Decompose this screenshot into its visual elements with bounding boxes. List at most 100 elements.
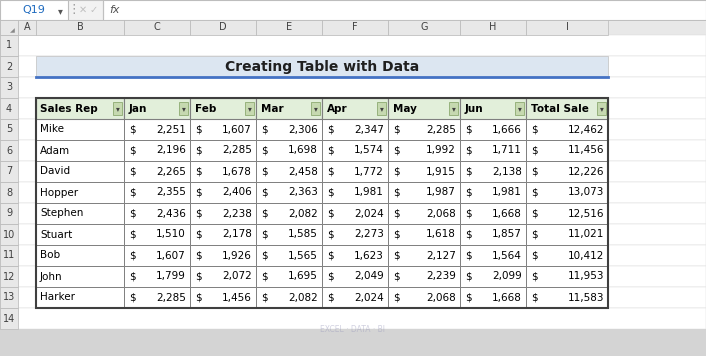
Text: $: $ — [327, 167, 334, 177]
Bar — [0, 266, 18, 287]
Bar — [460, 266, 526, 287]
Text: 2,024: 2,024 — [354, 293, 384, 303]
Bar — [0, 203, 18, 224]
Bar — [36, 98, 608, 308]
Text: John: John — [40, 272, 63, 282]
Bar — [18, 287, 706, 308]
Text: 1,981: 1,981 — [354, 188, 384, 198]
Bar — [124, 98, 190, 119]
Text: fx: fx — [109, 5, 120, 15]
Text: $: $ — [465, 146, 472, 156]
Bar — [460, 98, 526, 119]
Bar — [460, 287, 526, 308]
Text: 2,196: 2,196 — [156, 146, 186, 156]
Text: $: $ — [393, 188, 400, 198]
Text: 1,772: 1,772 — [354, 167, 384, 177]
Bar — [18, 98, 706, 119]
Text: 1,668: 1,668 — [492, 209, 522, 219]
Bar — [322, 287, 388, 308]
Text: H: H — [489, 22, 497, 32]
Text: 2,082: 2,082 — [288, 209, 318, 219]
Text: May: May — [393, 104, 417, 114]
Bar — [18, 266, 706, 287]
Bar — [322, 20, 388, 35]
Text: 1,981: 1,981 — [492, 188, 522, 198]
Bar — [256, 161, 322, 182]
Text: 1,857: 1,857 — [492, 230, 522, 240]
Text: $: $ — [327, 251, 334, 261]
Text: 13: 13 — [3, 293, 15, 303]
Text: $: $ — [261, 272, 268, 282]
Text: Total Sale: Total Sale — [531, 104, 589, 114]
Text: $: $ — [531, 167, 538, 177]
Text: 12: 12 — [3, 272, 16, 282]
Bar — [388, 287, 460, 308]
Bar — [526, 287, 608, 308]
Bar — [256, 203, 322, 224]
Bar — [190, 161, 256, 182]
Bar — [18, 245, 706, 266]
Text: $: $ — [531, 125, 538, 135]
Bar — [460, 140, 526, 161]
Bar — [0, 20, 706, 35]
Text: 1,987: 1,987 — [426, 188, 456, 198]
Text: 10,412: 10,412 — [568, 251, 604, 261]
Bar — [124, 287, 190, 308]
Bar — [36, 161, 124, 182]
Bar — [124, 266, 190, 287]
Text: $: $ — [129, 251, 136, 261]
Text: 2,436: 2,436 — [156, 209, 186, 219]
Bar — [18, 203, 706, 224]
Text: 2,239: 2,239 — [426, 272, 456, 282]
Text: 1,510: 1,510 — [156, 230, 186, 240]
Bar — [256, 245, 322, 266]
Text: $: $ — [195, 167, 202, 177]
Text: 11,456: 11,456 — [568, 146, 604, 156]
Bar — [124, 20, 190, 35]
Bar — [190, 119, 256, 140]
Text: David: David — [40, 167, 70, 177]
Bar — [256, 182, 322, 203]
Text: $: $ — [393, 293, 400, 303]
Text: 1,456: 1,456 — [222, 293, 252, 303]
Bar — [388, 266, 460, 287]
Text: $: $ — [195, 125, 202, 135]
Text: 2: 2 — [6, 62, 12, 72]
Bar — [388, 224, 460, 245]
Bar — [460, 224, 526, 245]
Text: EXCEL · DATA · BI: EXCEL · DATA · BI — [321, 325, 385, 335]
Bar — [322, 182, 388, 203]
Text: $: $ — [327, 146, 334, 156]
Text: $: $ — [531, 230, 538, 240]
Text: A: A — [24, 22, 30, 32]
Text: 14: 14 — [3, 314, 15, 324]
Bar — [36, 203, 124, 224]
Bar — [0, 0, 706, 20]
Bar — [526, 182, 608, 203]
Text: 2,068: 2,068 — [426, 293, 456, 303]
Bar — [388, 203, 460, 224]
Text: $: $ — [393, 272, 400, 282]
Text: 2,251: 2,251 — [156, 125, 186, 135]
Bar — [18, 20, 36, 35]
Text: 1,666: 1,666 — [492, 125, 522, 135]
Bar — [190, 98, 256, 119]
Text: 9: 9 — [6, 209, 12, 219]
Text: ▾: ▾ — [599, 104, 604, 113]
Text: Q19: Q19 — [23, 5, 45, 15]
Text: 1,698: 1,698 — [288, 146, 318, 156]
Text: Sales Rep: Sales Rep — [40, 104, 97, 114]
Text: 5: 5 — [6, 125, 12, 135]
Text: $: $ — [531, 209, 538, 219]
Text: $: $ — [465, 293, 472, 303]
Bar — [18, 119, 706, 140]
Bar — [0, 140, 18, 161]
Text: ✕: ✕ — [79, 5, 87, 15]
Text: 2,363: 2,363 — [288, 188, 318, 198]
Text: Jan: Jan — [129, 104, 148, 114]
Bar — [311, 102, 320, 115]
Bar — [388, 245, 460, 266]
Text: $: $ — [195, 146, 202, 156]
Text: Harker: Harker — [40, 293, 75, 303]
Text: $: $ — [195, 272, 202, 282]
